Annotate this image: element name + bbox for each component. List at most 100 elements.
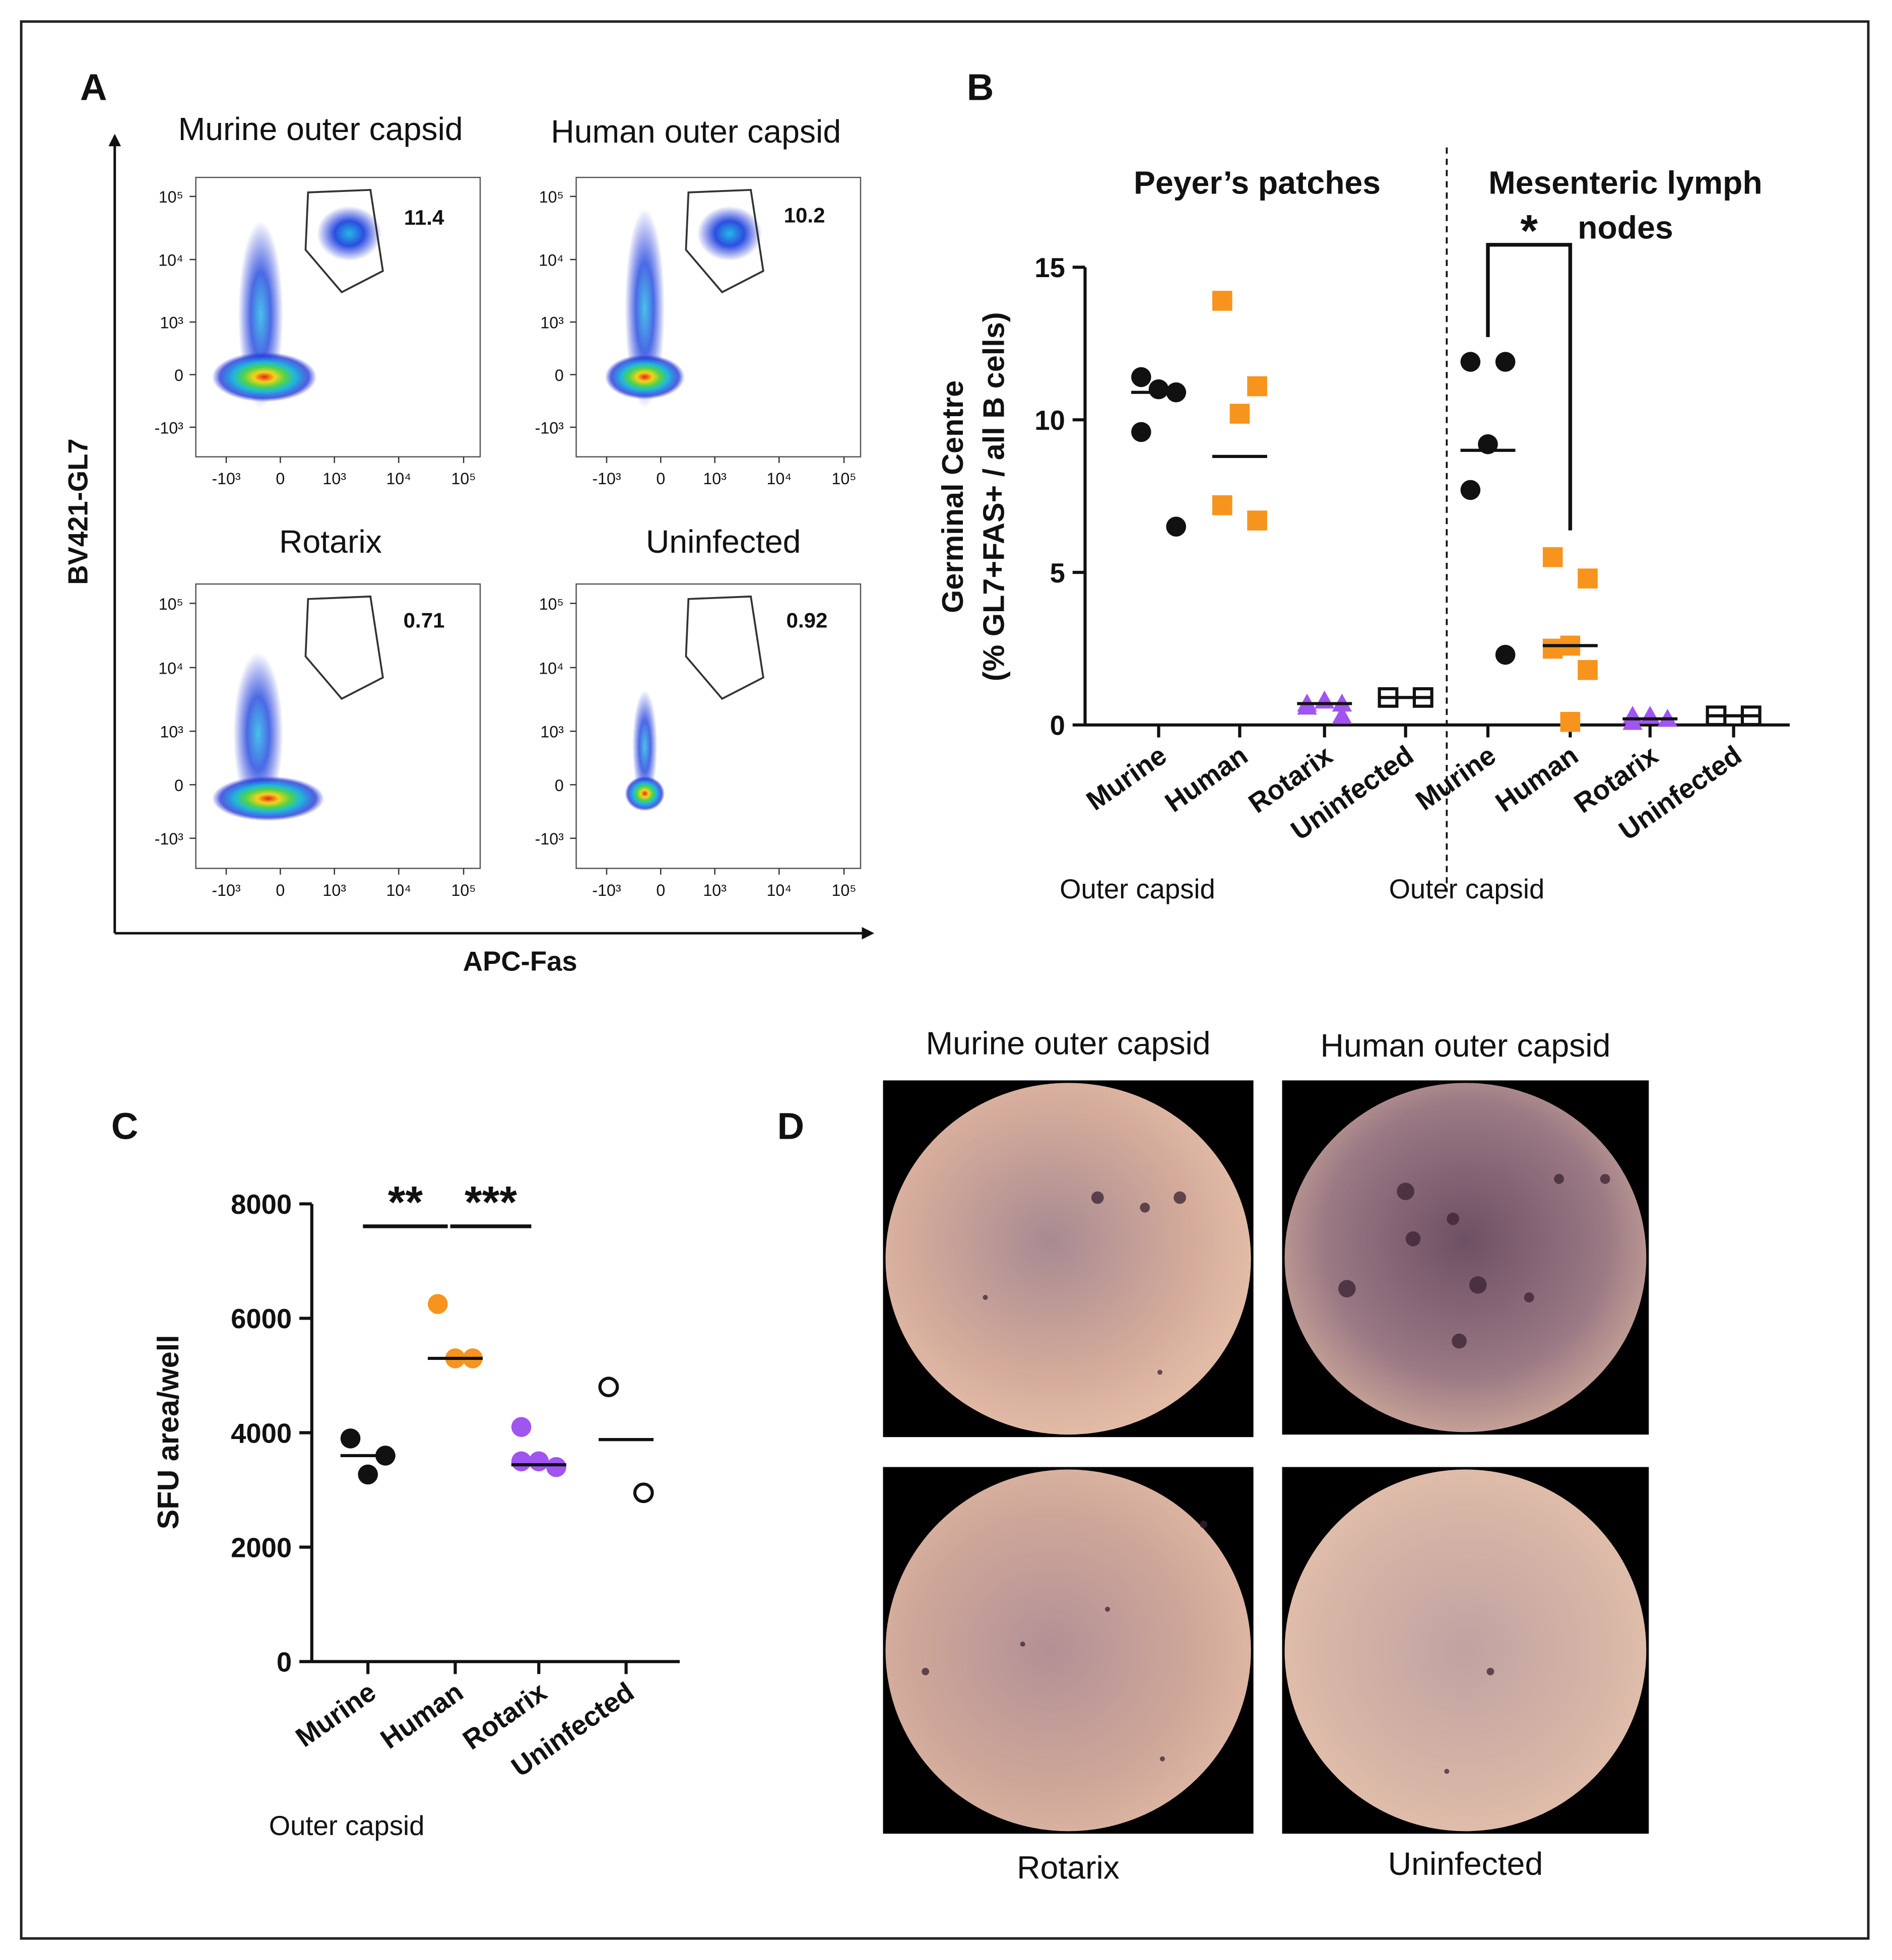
y-tick-label: 10⁴ (158, 251, 183, 269)
plot-title: Uninfected (646, 524, 801, 560)
figure-border (20, 20, 1870, 1940)
panel-letter: A (80, 67, 107, 108)
spot (1554, 1173, 1564, 1184)
spot (1397, 1183, 1414, 1200)
gate (685, 188, 764, 294)
density-cloud (212, 352, 317, 402)
spot (1173, 1191, 1186, 1204)
y-tick-label: 10⁴ (539, 659, 564, 677)
gate-value: 0.71 (404, 609, 445, 632)
data-point (1542, 638, 1563, 659)
significance-bracket (1486, 243, 1573, 531)
y-tick-label: -10³ (155, 419, 183, 437)
y-tick-label: 10 (1034, 405, 1065, 436)
data-point (1166, 516, 1186, 537)
x-tick-label: 10⁴ (386, 881, 412, 899)
y-tick-label: 0 (174, 366, 183, 384)
x-tick-label: 10⁵ (451, 881, 476, 899)
x-tick-label: -10³ (212, 881, 240, 899)
x-tick-label: 10⁵ (832, 470, 857, 488)
x-tick-label: 10³ (322, 881, 346, 899)
data-point (1460, 480, 1481, 500)
significance-label: * (1520, 205, 1538, 255)
y-tick-label: 10⁵ (159, 595, 183, 613)
data-point (1622, 711, 1643, 730)
data-point (1560, 711, 1581, 732)
data-point (511, 1451, 532, 1472)
x-tick-label: 10⁵ (451, 470, 476, 488)
axis-label: SFU area/well (151, 1335, 185, 1529)
y-tick-label: 15 (1034, 252, 1065, 283)
panel-letter: B (967, 67, 994, 108)
gate-value: 0.92 (787, 609, 828, 632)
data-point (1578, 660, 1598, 680)
density-cloud (625, 776, 665, 811)
density-cloud (233, 652, 283, 815)
y-tick-label: -10³ (155, 830, 183, 848)
y-tick-label: 5 (1050, 558, 1065, 589)
spot (922, 1668, 930, 1675)
y-tick-label: 8000 (231, 1189, 292, 1220)
axis-label: APC-Fas (463, 946, 577, 976)
panel-letter: C (111, 1105, 139, 1147)
x-tick-label: Murine (1081, 740, 1172, 816)
gate (685, 595, 764, 700)
x-tick-label: 10⁴ (386, 470, 412, 488)
x-tick-label: 0 (656, 881, 665, 899)
data-point (1212, 291, 1232, 311)
data-point (598, 1377, 619, 1398)
y-tick-label: 10⁴ (539, 251, 564, 269)
x-tick-label: -10³ (592, 881, 621, 899)
y-tick-label: 10³ (160, 723, 183, 741)
well (1284, 1469, 1647, 1832)
y-tick-label: 0 (174, 776, 183, 795)
x-tick-label: 10³ (703, 470, 727, 488)
group-label: Outer capsid (1060, 874, 1215, 904)
data-point (1495, 644, 1516, 665)
x-tick-label: 10³ (322, 470, 346, 488)
data-point (358, 1464, 378, 1485)
panel-letter: D (777, 1105, 805, 1147)
data-point (1131, 422, 1151, 442)
x-tick-label: 0 (276, 881, 285, 899)
y-tick-label: 0 (1050, 710, 1065, 741)
data-point (1495, 352, 1516, 372)
plot-title: Murine outer capsid (178, 111, 463, 147)
y-tick-label: 0 (555, 776, 564, 795)
data-point (1148, 379, 1169, 400)
image-label: Human outer capsid (1321, 1027, 1611, 1064)
x-tick-label: Murine (1410, 740, 1502, 816)
spot (1200, 1521, 1208, 1528)
well (1284, 1083, 1647, 1432)
x-tick-label: Human (1159, 740, 1253, 818)
significance-label: ** (388, 1177, 423, 1227)
image-label: Uninfected (1388, 1846, 1543, 1882)
data-point (1247, 510, 1267, 531)
spot (1486, 1668, 1494, 1675)
well (885, 1469, 1251, 1832)
x-tick-label: -10³ (592, 470, 621, 488)
plot-title: Human outer capsid (551, 113, 841, 150)
data-point (529, 1451, 549, 1472)
data-point (428, 1294, 448, 1314)
density-cloud (605, 354, 685, 400)
data-point (1460, 352, 1481, 372)
data-point (1212, 495, 1232, 515)
x-tick-label: Murine (290, 1676, 381, 1753)
density-cloud (316, 206, 382, 262)
image-label: Rotarix (1017, 1849, 1120, 1885)
gate (304, 188, 384, 294)
spot (1469, 1276, 1487, 1294)
gate-value: 11.4 (404, 206, 444, 229)
y-tick-label: 0 (555, 366, 564, 384)
spot (1091, 1191, 1104, 1204)
group-label: Outer capsid (269, 1810, 425, 1841)
y-tick-label: 10⁵ (159, 188, 183, 206)
x-tick-label: -10³ (212, 470, 240, 488)
spot (1160, 1756, 1165, 1761)
plot-title: Rotarix (279, 524, 382, 560)
y-tick-label: 10⁵ (539, 188, 564, 206)
spot (1020, 1642, 1025, 1647)
gate-value: 10.2 (784, 203, 825, 227)
